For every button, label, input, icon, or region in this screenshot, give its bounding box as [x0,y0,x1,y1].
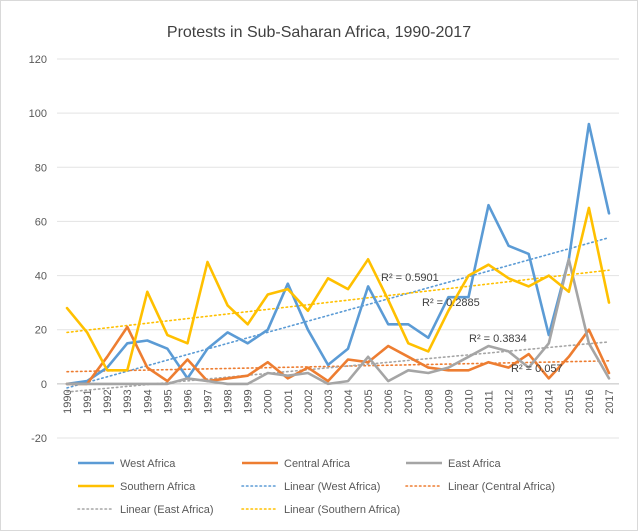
r-squared-label: R² = 0.2885 [422,297,480,309]
x-tick-label: 2005 [363,389,375,413]
y-tick-label: 20 [35,325,47,337]
y-tick-label: 0 [41,379,47,391]
x-tick-label: 2000 [263,389,275,413]
x-tick-label: 2003 [323,389,335,413]
chart-title: Protests in Sub-Saharan Africa, 1990-201… [167,24,471,41]
x-tick-label: 2015 [564,389,576,413]
x-tick-label: 1993 [122,389,134,413]
trendline [66,236,610,389]
x-tick-label: 2006 [383,389,395,413]
x-tick-label: 2004 [343,389,355,413]
x-tick-label: 2013 [524,389,536,413]
r-squared-label: R² = 0.057 [511,363,563,375]
legend-label: Linear (Southern Africa) [284,504,400,516]
legend-label: Linear (East Africa) [120,504,214,516]
r-squared-labels: R² = 0.5901 R² = 0.057 R² = 0.3834 R² = 0.2… [381,272,563,375]
legend-label: East Africa [448,458,501,470]
y-tick-label: 60 [35,216,47,228]
y-tick-label: 40 [35,271,47,283]
x-tick-label: 2001 [283,389,295,413]
r-squared-label: R² = 0.3834 [469,333,527,345]
y-tick-label: 100 [29,108,47,120]
x-tick-label: 2011 [484,390,496,414]
x-tick-label: 1997 [203,389,215,413]
y-tick-label: 80 [35,162,47,174]
y-tick-label: 120 [29,54,47,66]
x-tick-label: 1994 [142,389,154,413]
x-tick-label: 2009 [443,389,455,413]
x-tick-label: 1992 [102,389,114,413]
series-line [65,122,611,386]
x-tick-label: 1999 [243,389,255,413]
trendline [66,269,610,334]
x-tick-label: 1998 [223,389,235,413]
x-tick-label: 2016 [584,389,596,413]
series-line [65,257,611,386]
x-tick-label: 2014 [544,389,556,413]
legend-label: Linear (West Africa) [284,481,380,493]
x-tick-label: 2007 [403,389,415,413]
series-lines [65,122,611,386]
x-axis-ticks: 1990 1991 1992 1993 1994 1995 1996 1997 1998 1999… [62,389,616,413]
x-tick-label: 1991 [82,389,94,413]
gridlines [57,58,619,439]
x-tick-label: 2017 [604,389,616,413]
legend-label: West Africa [120,458,176,470]
legend-label: Southern Africa [120,481,196,493]
x-tick-label: 2008 [423,389,435,413]
trendline [66,360,610,373]
legend-label: Linear (Central Africa) [448,481,555,493]
x-tick-label: 1990 [62,389,74,413]
y-axis-ticks: -20 0 20 40 60 80 100 120 [29,54,47,445]
legend: West Africa Central Africa East Africa Sout… [77,458,555,516]
r-squared-label: R² = 0.5901 [381,272,439,284]
x-tick-label: 2002 [303,389,315,413]
x-tick-label: 2010 [463,389,475,413]
x-tick-label: 2012 [504,389,516,413]
x-tick-label: 1995 [162,389,174,413]
series-line [65,206,611,372]
y-tick-label: -20 [31,433,47,445]
legend-label: Central Africa [284,458,351,470]
x-tick-label: 1996 [182,389,194,413]
